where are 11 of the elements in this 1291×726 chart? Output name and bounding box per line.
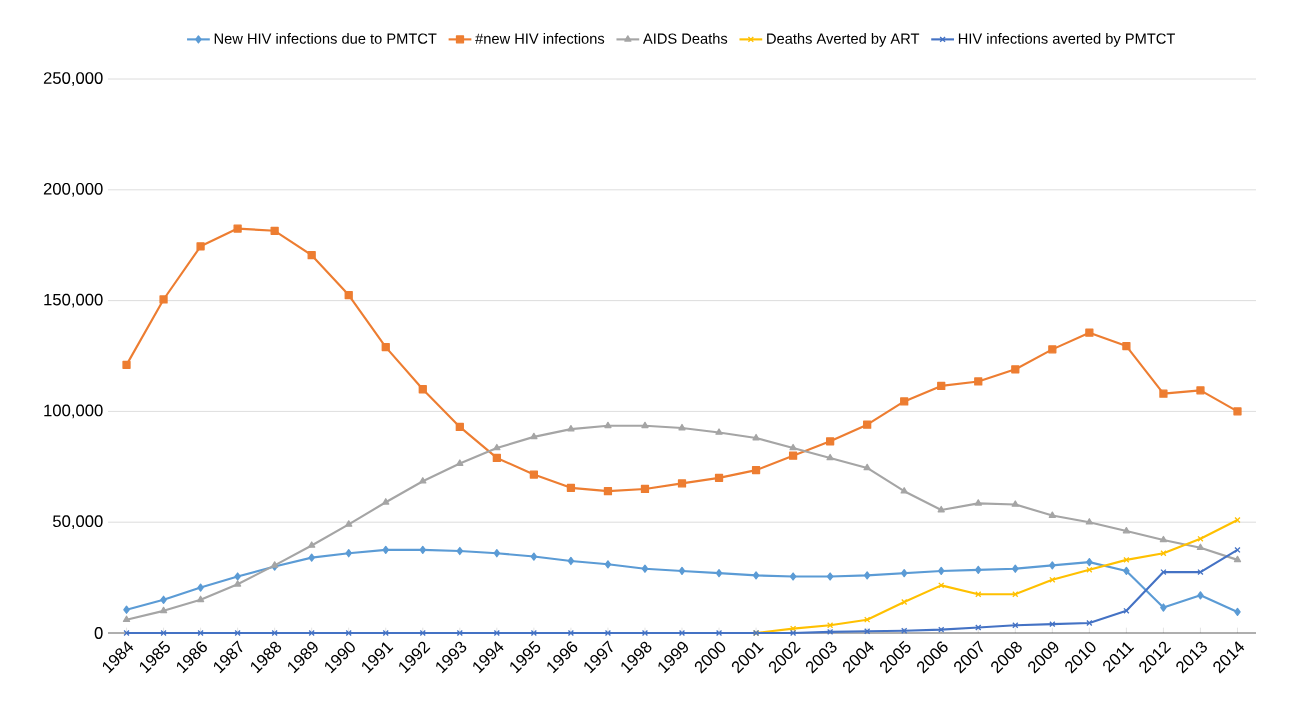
y-tick-label: 0 (94, 627, 103, 639)
y-tick-label: 250,000 (43, 72, 103, 86)
legend-label: HIV infections averted by PMTCT (958, 33, 1175, 47)
legend-label: New HIV infections due to PMTCT (214, 33, 437, 44)
y-tick-label: 100,000 (44, 404, 103, 419)
legend-label: #new HIV infections (475, 33, 605, 44)
y-tick-label: 200,000 (43, 182, 103, 197)
y-tick-label: 150,000 (44, 293, 103, 308)
legend-label: AIDS Deaths (642, 33, 728, 44)
y-tick-label: 50,000 (52, 515, 103, 530)
legend-label: Deaths Averted by ART (767, 33, 920, 47)
